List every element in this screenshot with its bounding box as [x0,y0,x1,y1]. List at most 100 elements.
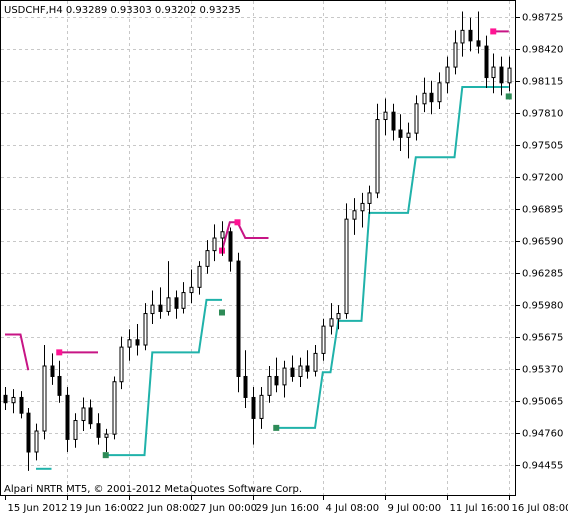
x-tick-label: 22 Jun 08:00 [132,503,196,514]
support-line [105,298,222,457]
candle-body [507,67,512,84]
candle-body [88,407,93,425]
candle-body [19,396,24,414]
y-tick-label: 0.94455 [522,461,563,472]
candle-body [360,202,365,212]
candle-body [127,339,132,348]
candle-body [414,103,419,134]
footer: Alpari NRTR MT5, © 2001-2012 MetaQuotes … [4,484,302,495]
candle-body [282,367,287,386]
candle-body [344,218,349,315]
y-tick-label: 0.95065 [522,397,563,408]
candle-body [104,433,109,438]
candle-body [422,92,427,105]
resistance-line [5,333,30,371]
candle-body [476,40,481,47]
candle-body [174,297,179,309]
candle-body [274,375,279,386]
candle-body [251,396,256,419]
candle-body [329,318,334,327]
candle-body [460,29,465,44]
y-tick-label: 0.98420 [522,45,563,56]
candle-body [212,237,217,252]
candle-body [336,313,341,320]
y-tick-label: 0.97810 [522,109,563,120]
candle-body [34,430,39,453]
candle-body [166,297,171,312]
candle-body [429,92,434,103]
plot-frame [0,0,516,496]
candle-body [42,365,47,432]
candle-body [3,394,8,404]
support-signals [219,309,225,316]
candle-body [321,325,326,354]
x-tick-label: 16 Jul 08:00 [512,503,568,514]
candle-body [228,231,233,262]
candle-body [65,394,70,440]
candle-body [453,42,458,68]
candle-body [189,286,194,294]
candle-body [197,265,202,288]
candle-body [313,352,318,372]
y-tick-label: 0.96285 [522,269,563,280]
x-tick-label: 15 Jun 2012 [8,503,68,514]
candle-body [352,210,357,220]
candle-body [158,304,163,312]
candle-body [398,129,403,138]
candle-body [468,29,473,42]
candle-body [11,396,16,404]
candle-body [437,82,442,103]
candle-body [259,394,264,419]
support-signals [102,452,109,459]
y-tick-label: 0.97200 [522,173,563,184]
candle-body [406,132,411,138]
support-signals [505,93,512,100]
candle-body [57,375,62,396]
x-tick-label: 9 Jul 00:00 [388,503,442,514]
chart-title: USDCHF,H4 0.93289 0.93303 0.93202 0.9323… [4,5,241,16]
resistance-signals [56,349,63,356]
candle-body [135,339,140,346]
candle-body [391,111,396,131]
x-tick-label: 4 Jul 08:00 [326,503,380,514]
candle-body [50,365,55,377]
candle-body [267,375,272,396]
resistance-signals [234,219,241,226]
candle-body [143,313,148,346]
x-tick-label: 19 Jun 16:00 [70,503,134,514]
candle-body [150,304,155,315]
support-signals [273,424,280,431]
candle-body [491,66,496,79]
candle-body [81,407,86,422]
candle-body [298,365,303,377]
candle-body [484,45,489,79]
candle-body [220,231,225,239]
candle-body [119,346,124,383]
candle-body [243,375,248,398]
y-tick-label: 0.98725 [522,13,563,24]
y-tick-label: 0.95675 [522,333,563,344]
y-tick-label: 0.94760 [522,429,563,440]
candle-body [290,367,295,377]
candle-body [499,66,504,84]
y-tick-label: 0.95980 [522,301,563,312]
y-tick-label: 0.97505 [522,141,563,152]
resistance-signals [490,28,497,35]
y-tick-label: 0.96590 [522,237,563,248]
x-tick-label: 29 Jun 16:00 [256,503,320,514]
y-tick-label: 0.96895 [522,205,563,216]
candle-body [96,423,101,438]
y-tick-label: 0.95370 [522,365,563,376]
candle-body [367,192,372,204]
resistance-line [221,221,269,251]
candle-body [73,420,78,440]
support-line [276,86,509,429]
candle-body [445,66,450,84]
x-tick-label: 27 Jun 00:00 [194,503,258,514]
candle-body [181,292,186,309]
candle-body [305,365,310,372]
y-tick-label: 0.98115 [522,77,563,88]
x-tick-label: 11 Jul 16:00 [450,503,510,514]
candle-body [26,412,31,453]
